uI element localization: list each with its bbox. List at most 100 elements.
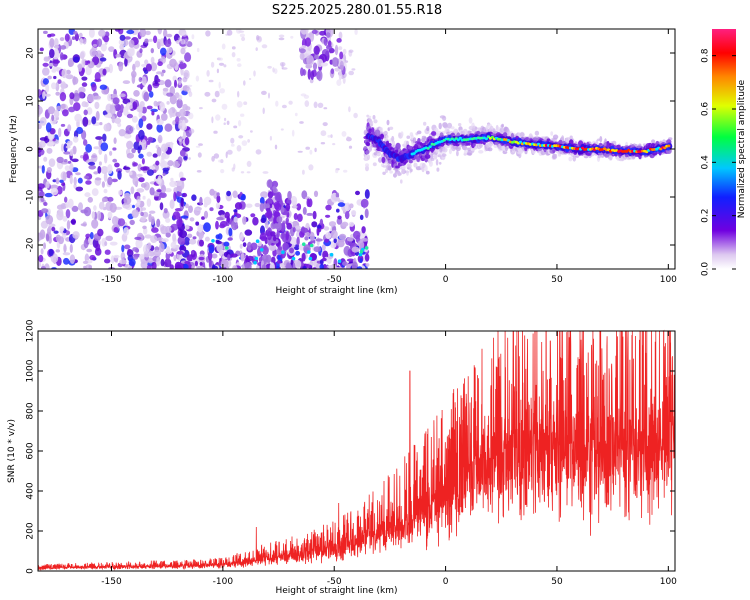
spectrogram-blob [159, 192, 167, 199]
spectrogram-blob [73, 183, 77, 189]
spectrogram-blob [290, 35, 294, 39]
spectrogram-blob [150, 108, 158, 113]
spectrogram-blob [139, 101, 145, 108]
spectrogram-blob [73, 176, 77, 186]
spectrogram-blob [185, 203, 189, 209]
spectrogram-blob [313, 246, 322, 253]
spectrogram-blob [223, 122, 226, 125]
spectrogram-blob [143, 250, 151, 258]
spectrogram-blob [335, 192, 340, 199]
spectrogram-blob [44, 192, 53, 198]
spectrogram-blob [166, 92, 174, 97]
snr-y-tick-label: 1200 [26, 319, 36, 342]
spectrogram-blob [72, 145, 77, 155]
spectrogram-blob [176, 250, 184, 255]
spectrogram-blob [215, 220, 219, 230]
spectrogram-blob [365, 150, 370, 155]
spectrogram-blob [268, 243, 277, 252]
spectrogram-blob [317, 102, 324, 109]
spectrogram-blob [176, 180, 183, 187]
spectrogram-blob [161, 184, 167, 193]
spectrogram-blob [114, 162, 120, 168]
spectrogram-blob [227, 237, 233, 241]
spectrogram-blob [91, 83, 97, 92]
spectrogram-blob [99, 84, 108, 90]
spectrogram-blob [169, 58, 177, 68]
spectrogram-blob [356, 266, 363, 269]
spectrogram-blob [342, 76, 346, 84]
spectrogram-blob [69, 254, 76, 264]
spectrogram-blob [292, 262, 296, 269]
spectrogram-blob [359, 214, 364, 220]
spectrogram-blob [320, 142, 326, 145]
spectrogram-blob [56, 156, 64, 164]
spectrogram-blob [389, 170, 393, 174]
spectrogram-blob [114, 117, 122, 124]
spectrogram-blob [204, 91, 211, 97]
spectrogram-blob [290, 195, 298, 205]
spectrogram-blob [285, 203, 291, 212]
spectrogram-blob [223, 64, 227, 68]
spectrogram-blob [88, 161, 96, 166]
snr-y-tick-label: 1000 [26, 359, 36, 382]
spectrogram-blob [146, 151, 153, 157]
spectrogram-blob [323, 37, 328, 47]
spectrogram-blob [346, 237, 354, 242]
spectrogram-blob [93, 171, 99, 175]
spectrogram-blob [55, 91, 60, 96]
spectrogram-blob [443, 124, 449, 129]
spectrogram-blob [62, 257, 70, 265]
spectrogram-blob [224, 117, 227, 122]
spectrogram-marks [38, 29, 673, 269]
spectrogram-blob [123, 196, 132, 205]
spectrogram-blob [167, 160, 174, 167]
spectrogram-blob [50, 253, 59, 264]
spectrogram-y-tick-label: 0 [26, 146, 36, 152]
snr-y-axis-label: SNR (10 * v/v) [7, 419, 17, 483]
spectrogram-blob [315, 238, 323, 242]
spectrogram-blob [58, 127, 62, 138]
spectrogram-blob [95, 136, 103, 140]
spectrogram-blob [344, 202, 351, 212]
spectrogram-blob [262, 171, 269, 174]
spectrogram-blob [333, 238, 337, 244]
spectrogram-blob [313, 54, 319, 60]
spectrogram-blob [150, 48, 154, 54]
spectrogram-blob [246, 160, 252, 167]
spectrogram-blob [236, 58, 241, 62]
spectrogram-blob [260, 248, 264, 252]
spectrogram-blob [159, 242, 165, 253]
spectrogram-blob [63, 151, 71, 155]
spectrogram-blob [242, 216, 247, 225]
spectrogram-blob [348, 106, 351, 113]
spectrogram-blob [102, 198, 108, 203]
spectrogram-blob [210, 61, 215, 68]
spectrogram-blob [180, 197, 184, 207]
spectrogram-blob [304, 100, 310, 107]
spectrogram-blob [156, 118, 164, 126]
spectrogram-blob [45, 122, 52, 133]
spectrogram-blob [303, 94, 310, 99]
spectrogram-blob [261, 264, 267, 269]
spectrogram-blob [113, 49, 118, 59]
spectrogram-blob [450, 126, 455, 130]
spectrogram-blob [334, 44, 339, 56]
spectrogram-y-tick-label: 10 [26, 95, 36, 107]
spectrogram-blob [236, 145, 242, 152]
spectrogram-blob [381, 156, 386, 164]
spectrogram-blob [169, 180, 178, 188]
spectrogram-blob [299, 52, 305, 60]
spectrogram-blob [269, 262, 275, 269]
spectrogram-blob [395, 142, 401, 150]
spectrogram-blob [160, 113, 168, 121]
spectrogram-blob [309, 243, 314, 248]
spectrogram-blob [501, 123, 504, 128]
spectrogram-blob [81, 76, 88, 81]
spectrogram-blob [216, 243, 223, 253]
spectrogram-blob [180, 215, 189, 219]
spectrogram-blob [438, 122, 442, 130]
spectrogram-blob [309, 31, 315, 42]
spectrogram-blob [166, 47, 173, 54]
spectrogram-blob [161, 143, 168, 153]
spectrogram-blob [220, 169, 225, 174]
